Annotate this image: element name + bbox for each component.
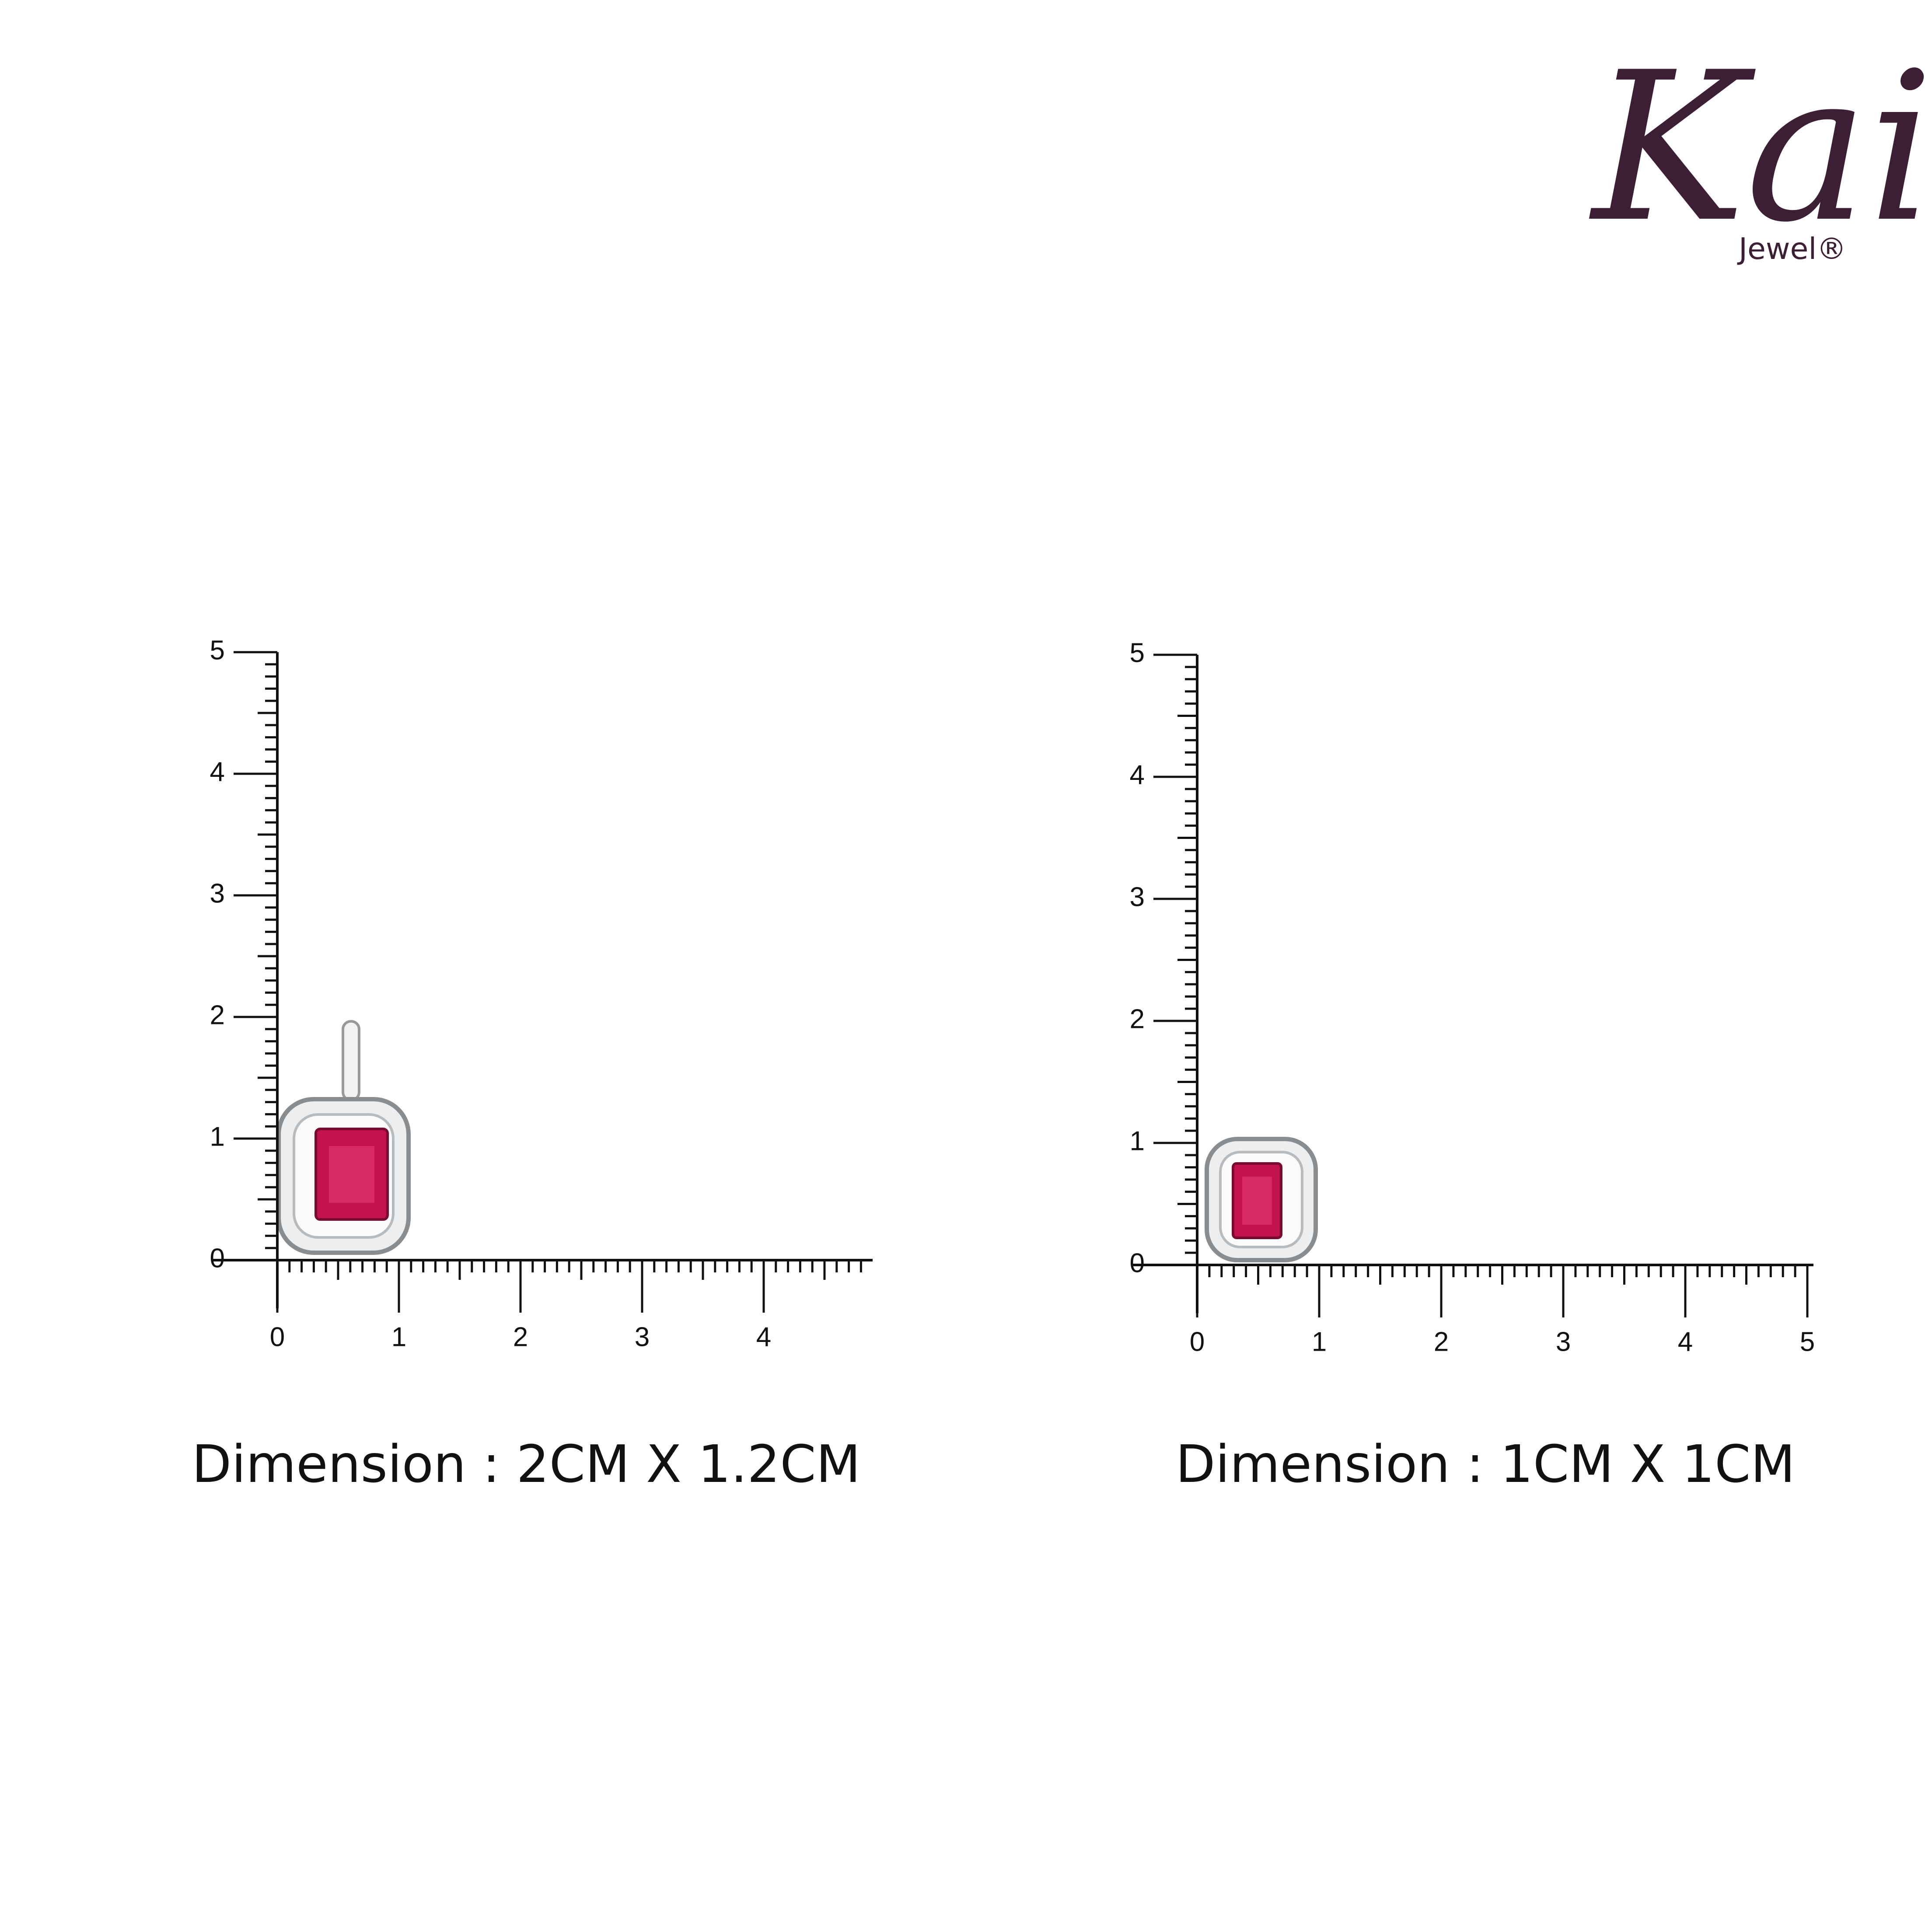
- logo-name: Kai: [1589, 28, 1932, 267]
- y-tick-label: 4: [210, 757, 225, 787]
- x-tick-label: 3: [635, 1322, 650, 1352]
- x-tick-label: 5: [1800, 1327, 1815, 1357]
- y-tick-label: 3: [210, 878, 225, 908]
- pendant-image: [276, 1020, 411, 1255]
- y-tick-label: 0: [210, 1243, 225, 1273]
- x-tick-label: 2: [513, 1322, 528, 1352]
- y-tick-label: 4: [1130, 760, 1145, 790]
- x-tick-label: 3: [1556, 1327, 1571, 1357]
- y-tick-label: 2: [1130, 1004, 1145, 1034]
- x-tick-label: 4: [1678, 1327, 1693, 1357]
- y-tick-label: 5: [210, 635, 225, 665]
- y-tick-label: 0: [1130, 1248, 1145, 1278]
- logo-sub: Jewel®: [1737, 232, 1846, 266]
- x-tick-label: 1: [391, 1322, 406, 1352]
- y-tick-label: 3: [1130, 882, 1145, 912]
- y-tick-label: 1: [210, 1121, 225, 1152]
- y-tick-label: 2: [210, 1000, 225, 1030]
- x-tick-label: 2: [1434, 1327, 1449, 1357]
- y-tick-label: 1: [1130, 1126, 1145, 1156]
- y-tick-label: 5: [1130, 638, 1145, 668]
- x-tick-label: 0: [270, 1322, 285, 1352]
- caption: Dimension : 2CM X 1.2CM: [192, 1434, 861, 1494]
- x-tick-label: 0: [1190, 1327, 1205, 1357]
- x-tick-label: 4: [756, 1322, 771, 1352]
- caption: Dimension : 1CM X 1CM: [1176, 1434, 1795, 1494]
- x-tick-label: 1: [1312, 1327, 1327, 1357]
- earring-image: [1205, 1137, 1318, 1262]
